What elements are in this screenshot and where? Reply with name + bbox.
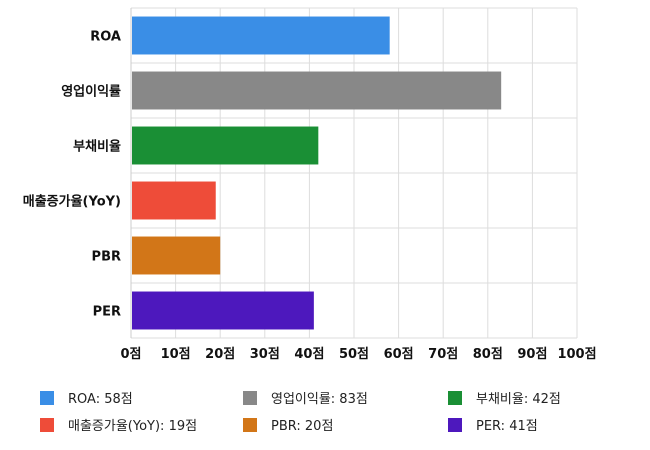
x-tick-label-40: 40점 <box>294 347 324 362</box>
x-tick-label-90: 90점 <box>517 347 547 362</box>
x-tick-label-10: 10점 <box>161 347 191 362</box>
x-tick-label-100: 100점 <box>557 347 596 362</box>
bar-3 <box>132 181 216 220</box>
bars <box>132 16 502 330</box>
x-tick-label-70: 70점 <box>428 347 458 362</box>
x-tick-label-30: 30점 <box>250 347 280 362</box>
legend-label-1: 영업이익률: 83점 <box>271 392 368 407</box>
legend-label-2: 부채비율: 42점 <box>476 392 561 407</box>
legend-item-0: ROA: 58점 <box>40 388 133 407</box>
bar-0 <box>132 16 390 55</box>
legend-swatch-4 <box>243 417 257 432</box>
legend-item-5: PER: 41점 <box>448 415 538 434</box>
legend-swatch-5 <box>448 417 462 432</box>
x-tick-label-80: 80점 <box>473 347 503 362</box>
legend-item-2: 부채비율: 42점 <box>448 388 561 407</box>
legend-item-4: PBR: 20점 <box>243 415 333 434</box>
legend-swatch-1 <box>243 390 257 405</box>
legend-swatch-3 <box>40 417 54 432</box>
x-tick-label-60: 60점 <box>384 347 414 362</box>
grid-lines <box>130 7 578 339</box>
x-tick-labels: 0점 10점 20점 30점 40점 50점 60점 70점 80점 90점 100점 <box>120 347 596 362</box>
legend-swatch-0 <box>40 390 54 405</box>
bar-5 <box>132 291 314 330</box>
legend-swatch-2 <box>448 390 462 405</box>
legend-item-1: 영업이익률: 83점 <box>243 388 368 407</box>
x-tick-label-50: 50점 <box>339 347 369 362</box>
bar-4 <box>132 236 221 275</box>
category-label-1: 영업이익률 <box>61 84 121 100</box>
x-tick-label-0: 0점 <box>120 347 141 362</box>
legend-label-3: 매출증가율(YoY): 19점 <box>68 419 198 434</box>
category-label-4: PBR <box>92 250 121 265</box>
legend-label-4: PBR: 20점 <box>271 419 334 434</box>
x-tick-label-20: 20점 <box>205 347 235 362</box>
bar-1 <box>132 71 502 110</box>
category-label-5: PER <box>93 305 121 320</box>
bar-2 <box>132 126 319 165</box>
category-label-2: 부채비율 <box>73 139 121 155</box>
legend-item-3: 매출증가율(YoY): 19점 <box>40 415 197 434</box>
legend-label-0: ROA: 58점 <box>68 392 133 407</box>
category-label-0: ROA <box>90 30 121 45</box>
legend-label-5: PER: 41점 <box>476 419 538 434</box>
category-label-3: 매출증가율(YoY) <box>23 194 121 210</box>
